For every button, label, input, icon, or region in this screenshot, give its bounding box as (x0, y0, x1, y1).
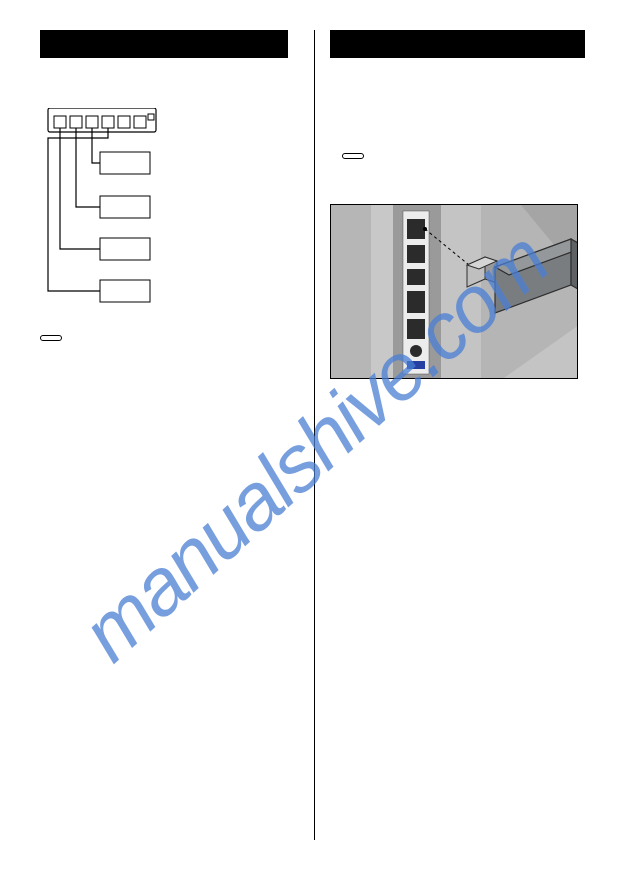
left-section-header (40, 30, 288, 58)
page: manualshive.com (0, 0, 629, 893)
column-divider (314, 30, 315, 840)
right-column (330, 30, 590, 204)
router-wiring-diagram (40, 108, 300, 323)
router-svg (40, 108, 210, 318)
right-section-header (330, 30, 585, 58)
left-note-box (40, 335, 62, 341)
right-note-box (342, 153, 364, 159)
port-photo-svg (330, 204, 578, 379)
left-column (40, 30, 300, 346)
